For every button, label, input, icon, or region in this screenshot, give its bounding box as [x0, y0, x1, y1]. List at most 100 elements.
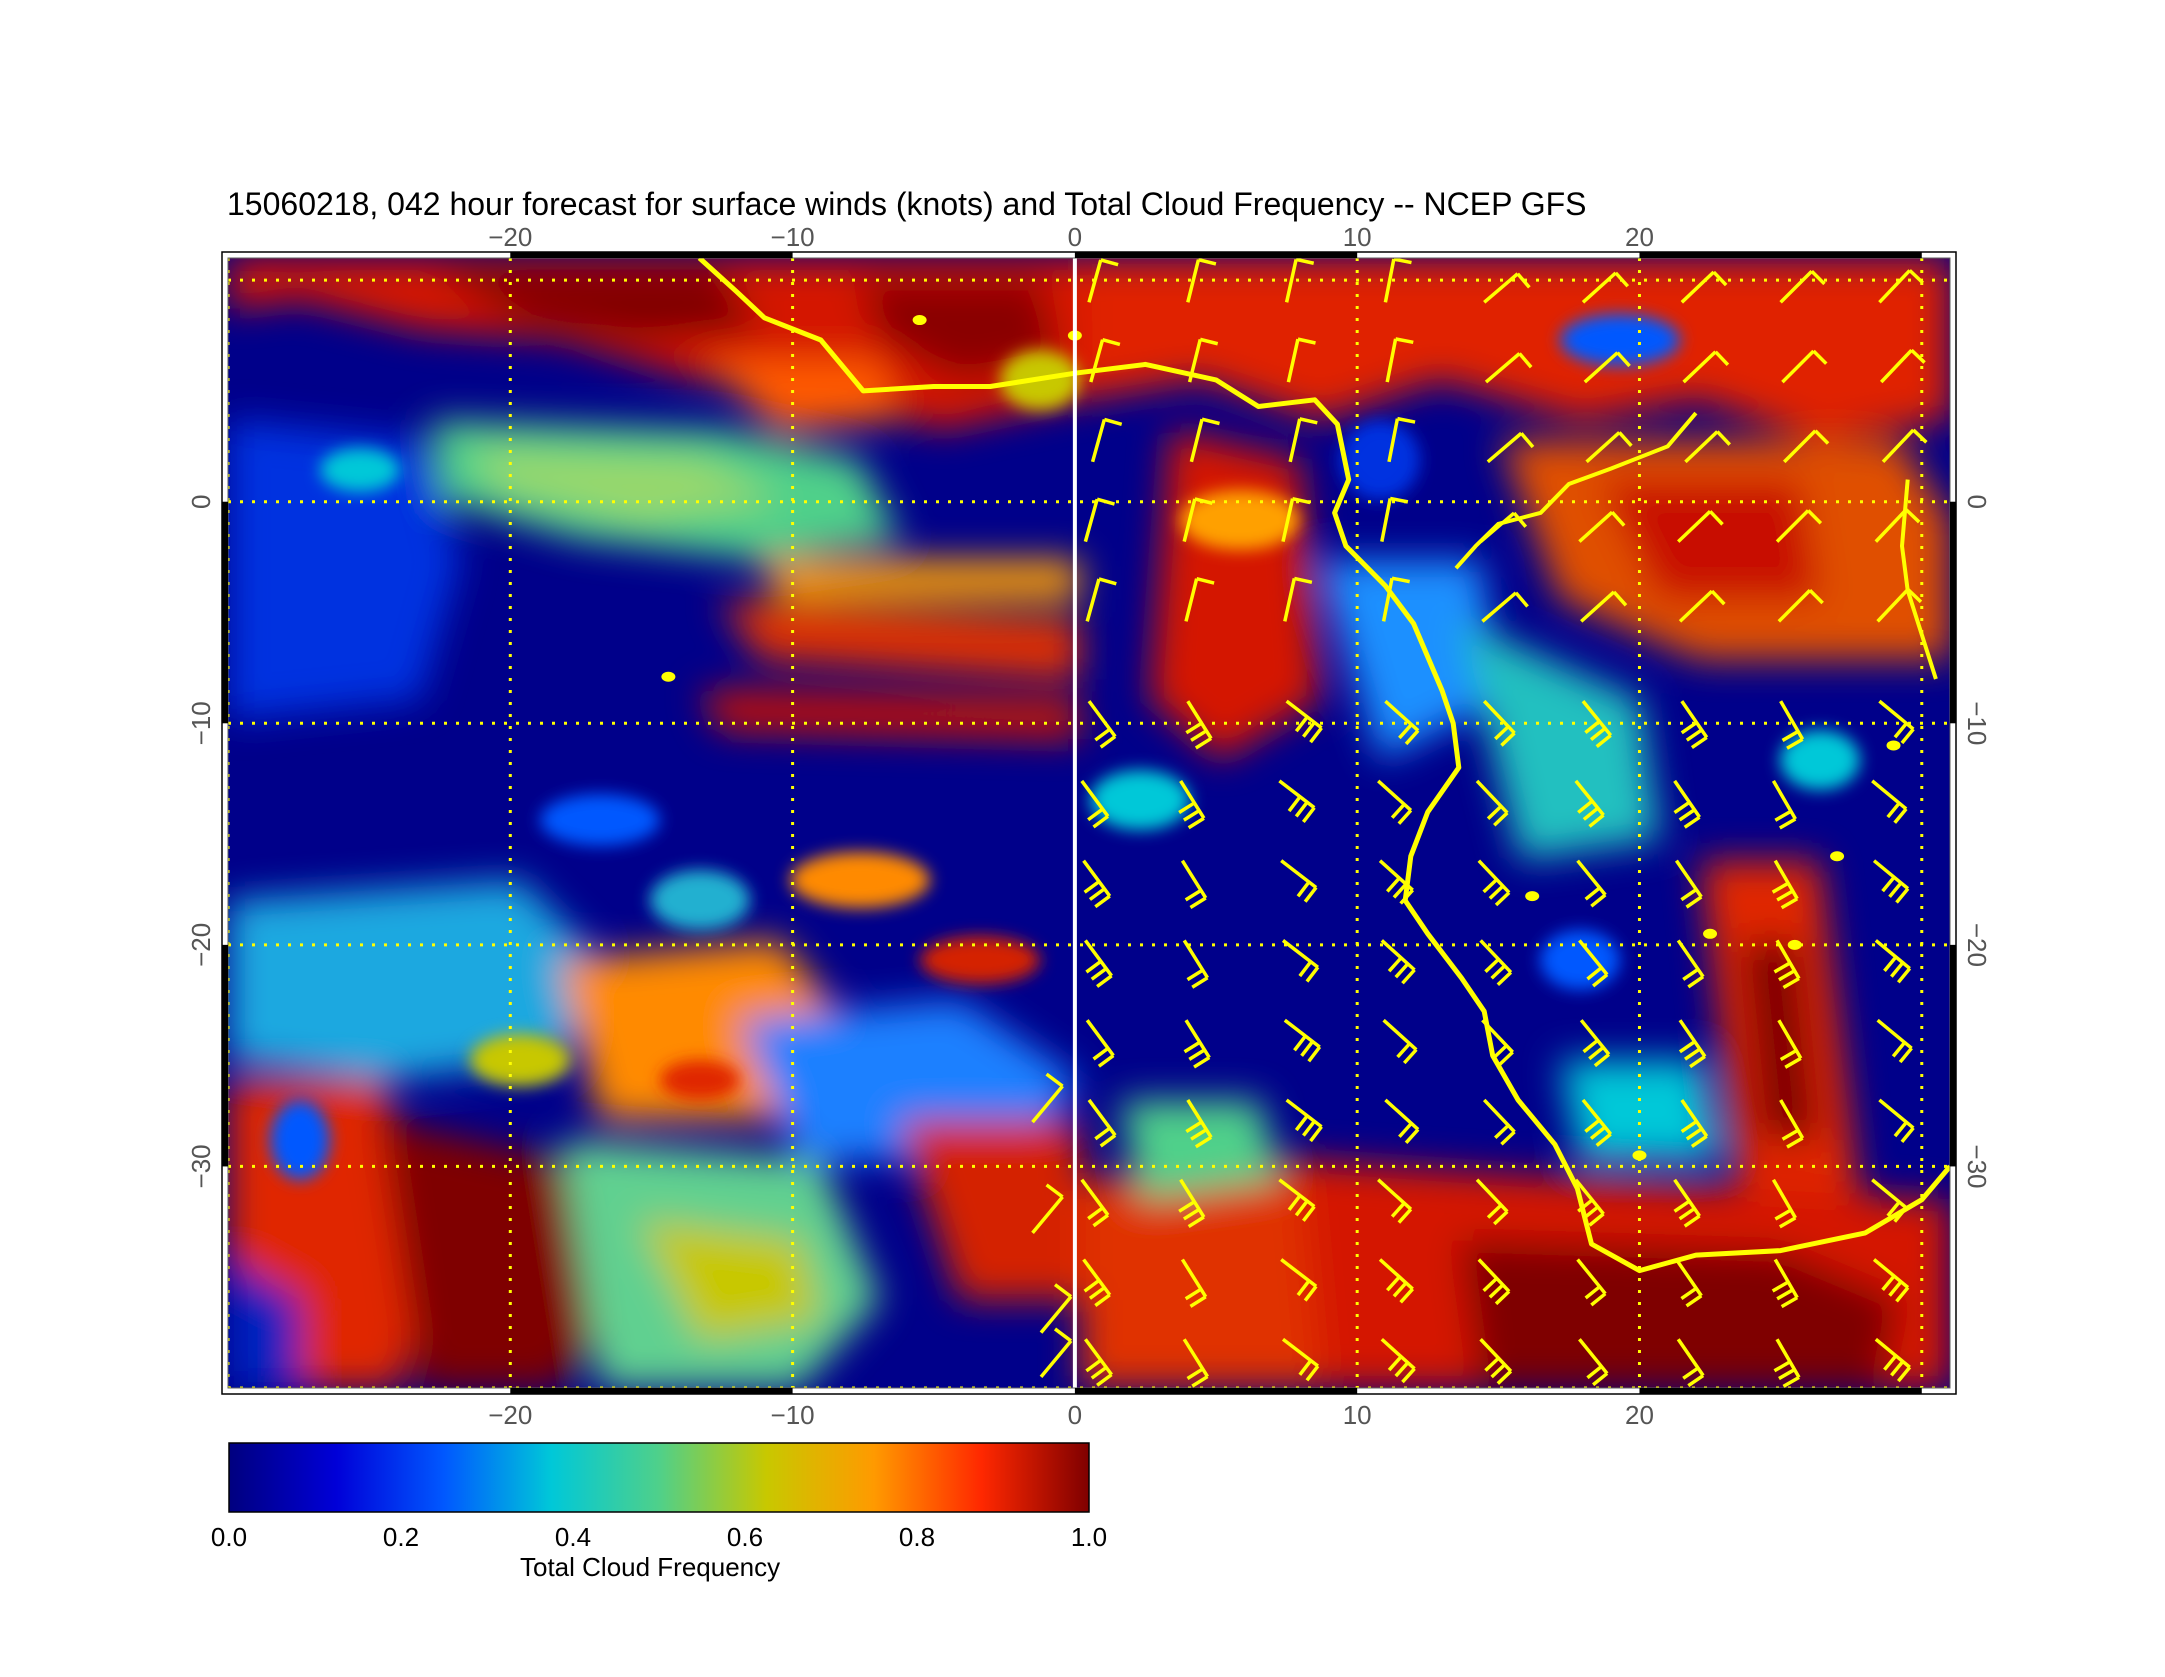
wind-barb	[1874, 508, 1921, 543]
wind-barb	[1087, 1098, 1117, 1148]
map-title: 15060218, 042 hour forecast for surface …	[227, 186, 1587, 222]
wind-barb	[1377, 779, 1413, 825]
lon-tick-label-top: −20	[488, 222, 532, 252]
wind-barb	[1384, 699, 1420, 746]
wind-barb	[1581, 700, 1613, 749]
wind-barb	[1580, 590, 1628, 623]
wind-barb	[1483, 272, 1531, 304]
wind-barb	[1475, 1178, 1509, 1226]
wind-barb	[1475, 779, 1509, 827]
wind-barb	[1777, 589, 1824, 623]
wind-barb	[1771, 859, 1799, 910]
wind-barb	[1674, 859, 1703, 909]
wind-barb	[1283, 1018, 1322, 1063]
wind-barb	[1385, 337, 1414, 383]
wind-barb	[1178, 779, 1206, 830]
wind-barb	[1673, 779, 1701, 829]
island-outline	[661, 671, 676, 682]
wind-barb	[1576, 1258, 1607, 1307]
wind-barb	[1871, 779, 1908, 824]
wind-barb	[1481, 1018, 1514, 1066]
wind-barb	[1581, 271, 1630, 304]
wind-barb	[1677, 510, 1724, 543]
wind-barb	[1676, 939, 1705, 989]
island-outline	[1525, 891, 1540, 902]
lat-tick-label-right: −30	[1962, 1144, 1992, 1188]
lat-tick-label-left: −30	[186, 1144, 216, 1188]
colorbar-tick-label: 0.6	[727, 1522, 763, 1552]
wind-barb	[1583, 351, 1631, 384]
wind-barb	[1878, 699, 1915, 745]
wind-barb	[1080, 1178, 1110, 1228]
wind-barb	[1872, 859, 1910, 904]
wind-barb	[1881, 428, 1928, 464]
wind-barb	[1484, 352, 1533, 384]
lat-tick-label-left: −10	[186, 701, 216, 745]
wind-barb	[1039, 1327, 1073, 1379]
wind-barb	[1680, 700, 1709, 750]
wind-barb	[1678, 1019, 1707, 1069]
wind-barb	[1285, 1098, 1323, 1143]
lon-tick-label-top: −10	[771, 222, 815, 252]
wind-barb	[1180, 1258, 1208, 1308]
wind-barb	[1479, 939, 1513, 987]
frame-tick-bar	[1639, 252, 1922, 258]
colorbar-tick-label: 0.2	[383, 1522, 419, 1552]
wind-barb	[1879, 348, 1926, 384]
lon-tick-label-top: 0	[1068, 222, 1082, 252]
frame-tick-bar	[1950, 944, 1956, 1167]
wind-barb	[1578, 510, 1626, 543]
wind-barb	[1380, 939, 1416, 985]
wind-barb	[1085, 1019, 1115, 1068]
wind-barb	[1878, 1098, 1915, 1143]
frame-tick-bar	[510, 252, 793, 258]
wind-barb	[1682, 350, 1730, 384]
wind-barb	[1773, 939, 1801, 990]
wind-barb	[1782, 429, 1830, 464]
wind-barb	[1871, 1178, 1908, 1223]
wind-barb	[1674, 1258, 1703, 1308]
wind-barb	[1278, 1178, 1316, 1222]
wind-barb	[1581, 1098, 1613, 1147]
wind-barb	[1477, 859, 1511, 907]
wind-barb	[1680, 1098, 1709, 1148]
wind-barb	[1281, 1337, 1320, 1382]
wind-barb	[1380, 496, 1409, 542]
wind-barb	[1182, 497, 1213, 543]
wind-barb	[1083, 939, 1113, 988]
cloud-frequency-field	[228, 258, 1950, 1388]
lat-tick-label-right: 0	[1962, 494, 1992, 508]
colorbar-tick-labels: 0.0 0.2 0.4 0.6 0.8 1.0	[211, 1522, 1107, 1552]
wind-barb	[1771, 1178, 1797, 1229]
colorbar-tick-label: 0.0	[211, 1522, 247, 1552]
lat-tick-label-left: −20	[186, 923, 216, 967]
wind-barb	[1185, 700, 1213, 750]
wind-barbs	[1031, 258, 1928, 1388]
wind-barb	[1031, 1072, 1064, 1124]
wind-barb	[1090, 417, 1123, 463]
wind-barb	[1080, 779, 1110, 829]
wind-barb	[1775, 509, 1823, 543]
map-panel: −20 −20 −10 −10 0 0 10 10 20 20 0 0 −10 −10 −20 −20 −30 −…	[186, 222, 1992, 1430]
wind-barb	[1087, 258, 1119, 303]
frame-tick-bar	[222, 944, 228, 1167]
wind-barb	[1779, 700, 1805, 750]
wind-barb	[1771, 780, 1797, 830]
island-outline	[1886, 740, 1901, 751]
wind-barb	[1876, 1018, 1913, 1064]
wind-barb	[1083, 497, 1115, 543]
lon-tick-label-bottom: 0	[1068, 1400, 1082, 1430]
wind-barb	[1482, 699, 1516, 747]
lat-tick-label-right: −20	[1962, 923, 1992, 967]
wind-barb	[1039, 1283, 1073, 1334]
island-outline	[1830, 851, 1845, 862]
wind-barb	[1185, 1099, 1213, 1149]
wind-barb	[1486, 431, 1535, 464]
wind-barb	[1777, 1019, 1803, 1069]
colorbar-bar	[228, 1442, 1090, 1513]
wind-barb	[1283, 576, 1313, 622]
lon-tick-label-bottom: 20	[1625, 1400, 1654, 1430]
wind-barb	[1281, 496, 1311, 542]
lon-tick-label-bottom: 10	[1343, 1400, 1372, 1430]
wind-barb	[1377, 1178, 1413, 1224]
